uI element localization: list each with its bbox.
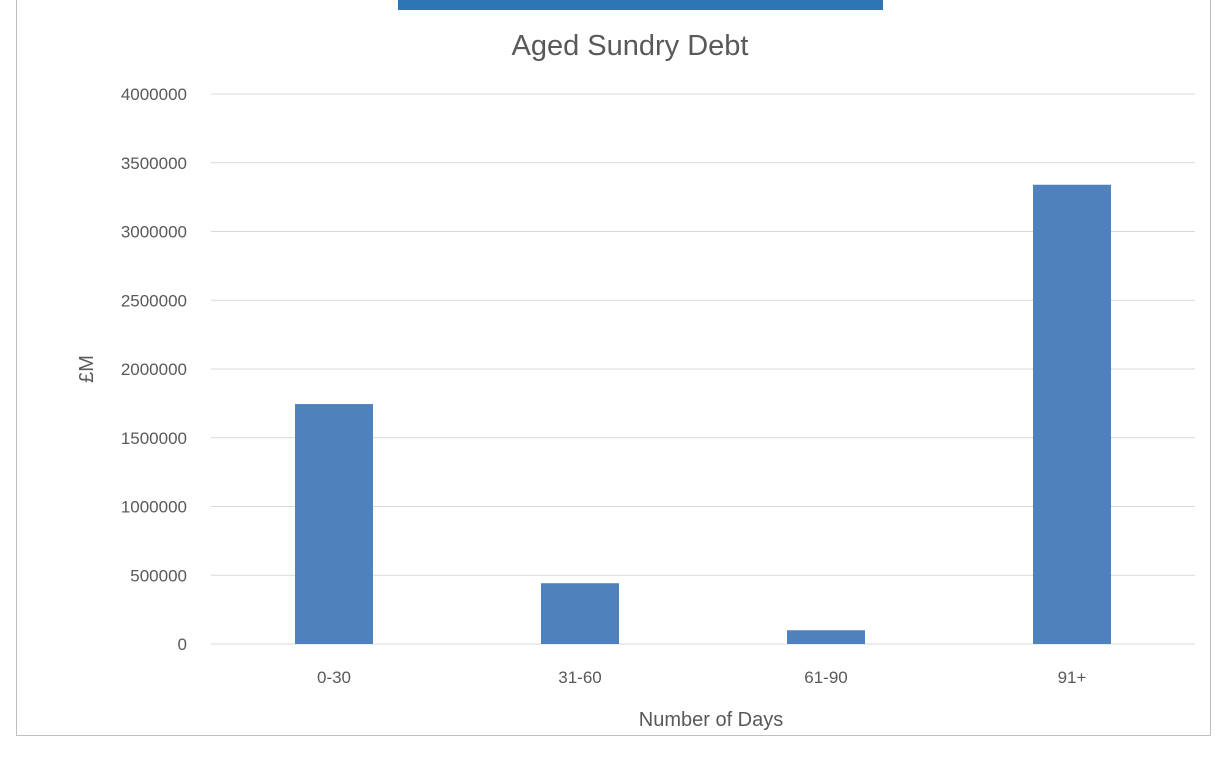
x-tick-label: 91+ [1058, 668, 1087, 687]
header-strip [398, 0, 883, 10]
y-axis-title: £M [76, 355, 98, 383]
y-tick-label: 1500000 [121, 429, 187, 448]
y-tick-label: 4000000 [121, 85, 187, 104]
y-tick-label: 1000000 [121, 498, 187, 517]
bar-0-30 [295, 404, 373, 644]
y-tick-label: 2000000 [121, 360, 187, 379]
x-axis-title: Number of Days [639, 709, 784, 731]
gridlines [211, 93, 1195, 645]
x-tick-label: 61-90 [804, 668, 847, 687]
y-tick-label: 2500000 [121, 291, 187, 310]
x-tick-label: 0-30 [317, 668, 351, 687]
bar-31-60 [541, 583, 619, 644]
chart-title: Aged Sundry Debt [512, 30, 749, 62]
y-tick-label: 3500000 [121, 154, 187, 173]
x-tick-label: 31-60 [558, 668, 601, 687]
y-axis-ticks: 0 500000 1000000 1500000 2000000 2500000 30000… [121, 85, 187, 654]
bar-91+ [1033, 184, 1111, 644]
bar-61-90 [787, 630, 865, 644]
y-tick-label: 3000000 [121, 223, 187, 242]
bars [295, 184, 1111, 644]
x-axis-ticks: 0-30 31-60 61-90 91+ [317, 668, 1087, 687]
y-tick-label: 0 [178, 635, 187, 654]
y-tick-label: 500000 [130, 566, 187, 585]
